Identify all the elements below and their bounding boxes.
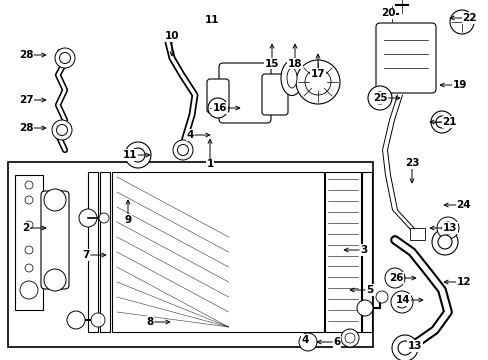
- Text: 7: 7: [82, 250, 90, 260]
- Text: 18: 18: [287, 59, 302, 69]
- Circle shape: [52, 120, 72, 140]
- Circle shape: [384, 268, 404, 288]
- Bar: [361, 172, 371, 332]
- Circle shape: [99, 213, 109, 223]
- Text: 14: 14: [395, 295, 409, 305]
- Circle shape: [177, 144, 188, 156]
- Text: 27: 27: [19, 95, 34, 105]
- Text: 4: 4: [301, 335, 308, 345]
- Text: 1: 1: [206, 159, 213, 169]
- Circle shape: [367, 86, 391, 110]
- Circle shape: [356, 300, 372, 316]
- Text: 15: 15: [264, 59, 279, 69]
- Circle shape: [79, 209, 97, 227]
- Circle shape: [44, 189, 66, 211]
- Circle shape: [173, 140, 193, 160]
- Bar: [112, 172, 324, 332]
- FancyBboxPatch shape: [375, 23, 435, 93]
- Text: 26: 26: [388, 273, 403, 283]
- Circle shape: [437, 235, 451, 249]
- Circle shape: [131, 148, 145, 162]
- Circle shape: [391, 335, 417, 360]
- Circle shape: [25, 264, 33, 272]
- Text: 6: 6: [332, 337, 340, 347]
- Circle shape: [60, 53, 70, 63]
- Text: 13: 13: [407, 341, 421, 351]
- FancyBboxPatch shape: [219, 63, 270, 123]
- Circle shape: [298, 333, 316, 351]
- Circle shape: [375, 291, 387, 303]
- Text: 4: 4: [186, 130, 193, 140]
- Circle shape: [340, 329, 358, 347]
- Circle shape: [207, 98, 227, 118]
- Text: 28: 28: [19, 50, 33, 60]
- Circle shape: [436, 217, 458, 239]
- Circle shape: [435, 116, 447, 128]
- Circle shape: [212, 103, 223, 113]
- Text: 23: 23: [404, 158, 418, 168]
- Circle shape: [295, 60, 339, 104]
- Circle shape: [373, 92, 385, 104]
- Bar: [409, 228, 424, 240]
- Circle shape: [25, 221, 33, 229]
- Text: 20: 20: [380, 8, 394, 18]
- Text: 22: 22: [462, 13, 476, 23]
- Circle shape: [305, 69, 330, 95]
- Text: 11: 11: [204, 15, 219, 25]
- Circle shape: [44, 269, 66, 291]
- Text: 9: 9: [124, 215, 131, 225]
- Circle shape: [55, 48, 75, 68]
- Circle shape: [91, 313, 105, 327]
- Bar: [15, 175, 43, 310]
- Text: 16: 16: [212, 103, 227, 113]
- Circle shape: [431, 229, 457, 255]
- Circle shape: [430, 111, 452, 133]
- Text: 5: 5: [366, 285, 373, 295]
- Text: 11: 11: [122, 150, 137, 160]
- Text: 17: 17: [310, 69, 325, 79]
- Circle shape: [397, 341, 411, 355]
- Text: 21: 21: [442, 117, 456, 127]
- Text: 19: 19: [452, 80, 466, 90]
- FancyBboxPatch shape: [41, 191, 69, 289]
- Text: 25: 25: [372, 93, 386, 103]
- Text: 12: 12: [456, 277, 470, 287]
- Text: 10: 10: [164, 31, 179, 41]
- Text: 2: 2: [22, 223, 30, 233]
- FancyBboxPatch shape: [206, 79, 228, 113]
- Ellipse shape: [286, 68, 296, 88]
- Text: 8: 8: [146, 317, 154, 327]
- Circle shape: [20, 281, 38, 299]
- Circle shape: [57, 125, 67, 135]
- Circle shape: [25, 286, 33, 294]
- Ellipse shape: [281, 60, 303, 95]
- Text: 13: 13: [442, 223, 456, 233]
- Circle shape: [25, 196, 33, 204]
- Text: 3: 3: [360, 245, 366, 255]
- Bar: [100, 172, 110, 332]
- Text: 28: 28: [19, 123, 33, 133]
- Circle shape: [449, 10, 473, 34]
- Bar: [325, 172, 360, 332]
- Circle shape: [395, 296, 407, 308]
- Circle shape: [67, 311, 85, 329]
- Circle shape: [389, 273, 400, 284]
- Circle shape: [25, 181, 33, 189]
- Circle shape: [390, 291, 412, 313]
- Bar: [8, 162, 372, 347]
- Circle shape: [25, 246, 33, 254]
- Circle shape: [125, 142, 151, 168]
- Text: 24: 24: [456, 200, 470, 210]
- FancyBboxPatch shape: [262, 74, 287, 115]
- Bar: [88, 172, 98, 332]
- Circle shape: [441, 222, 453, 234]
- Circle shape: [345, 333, 354, 343]
